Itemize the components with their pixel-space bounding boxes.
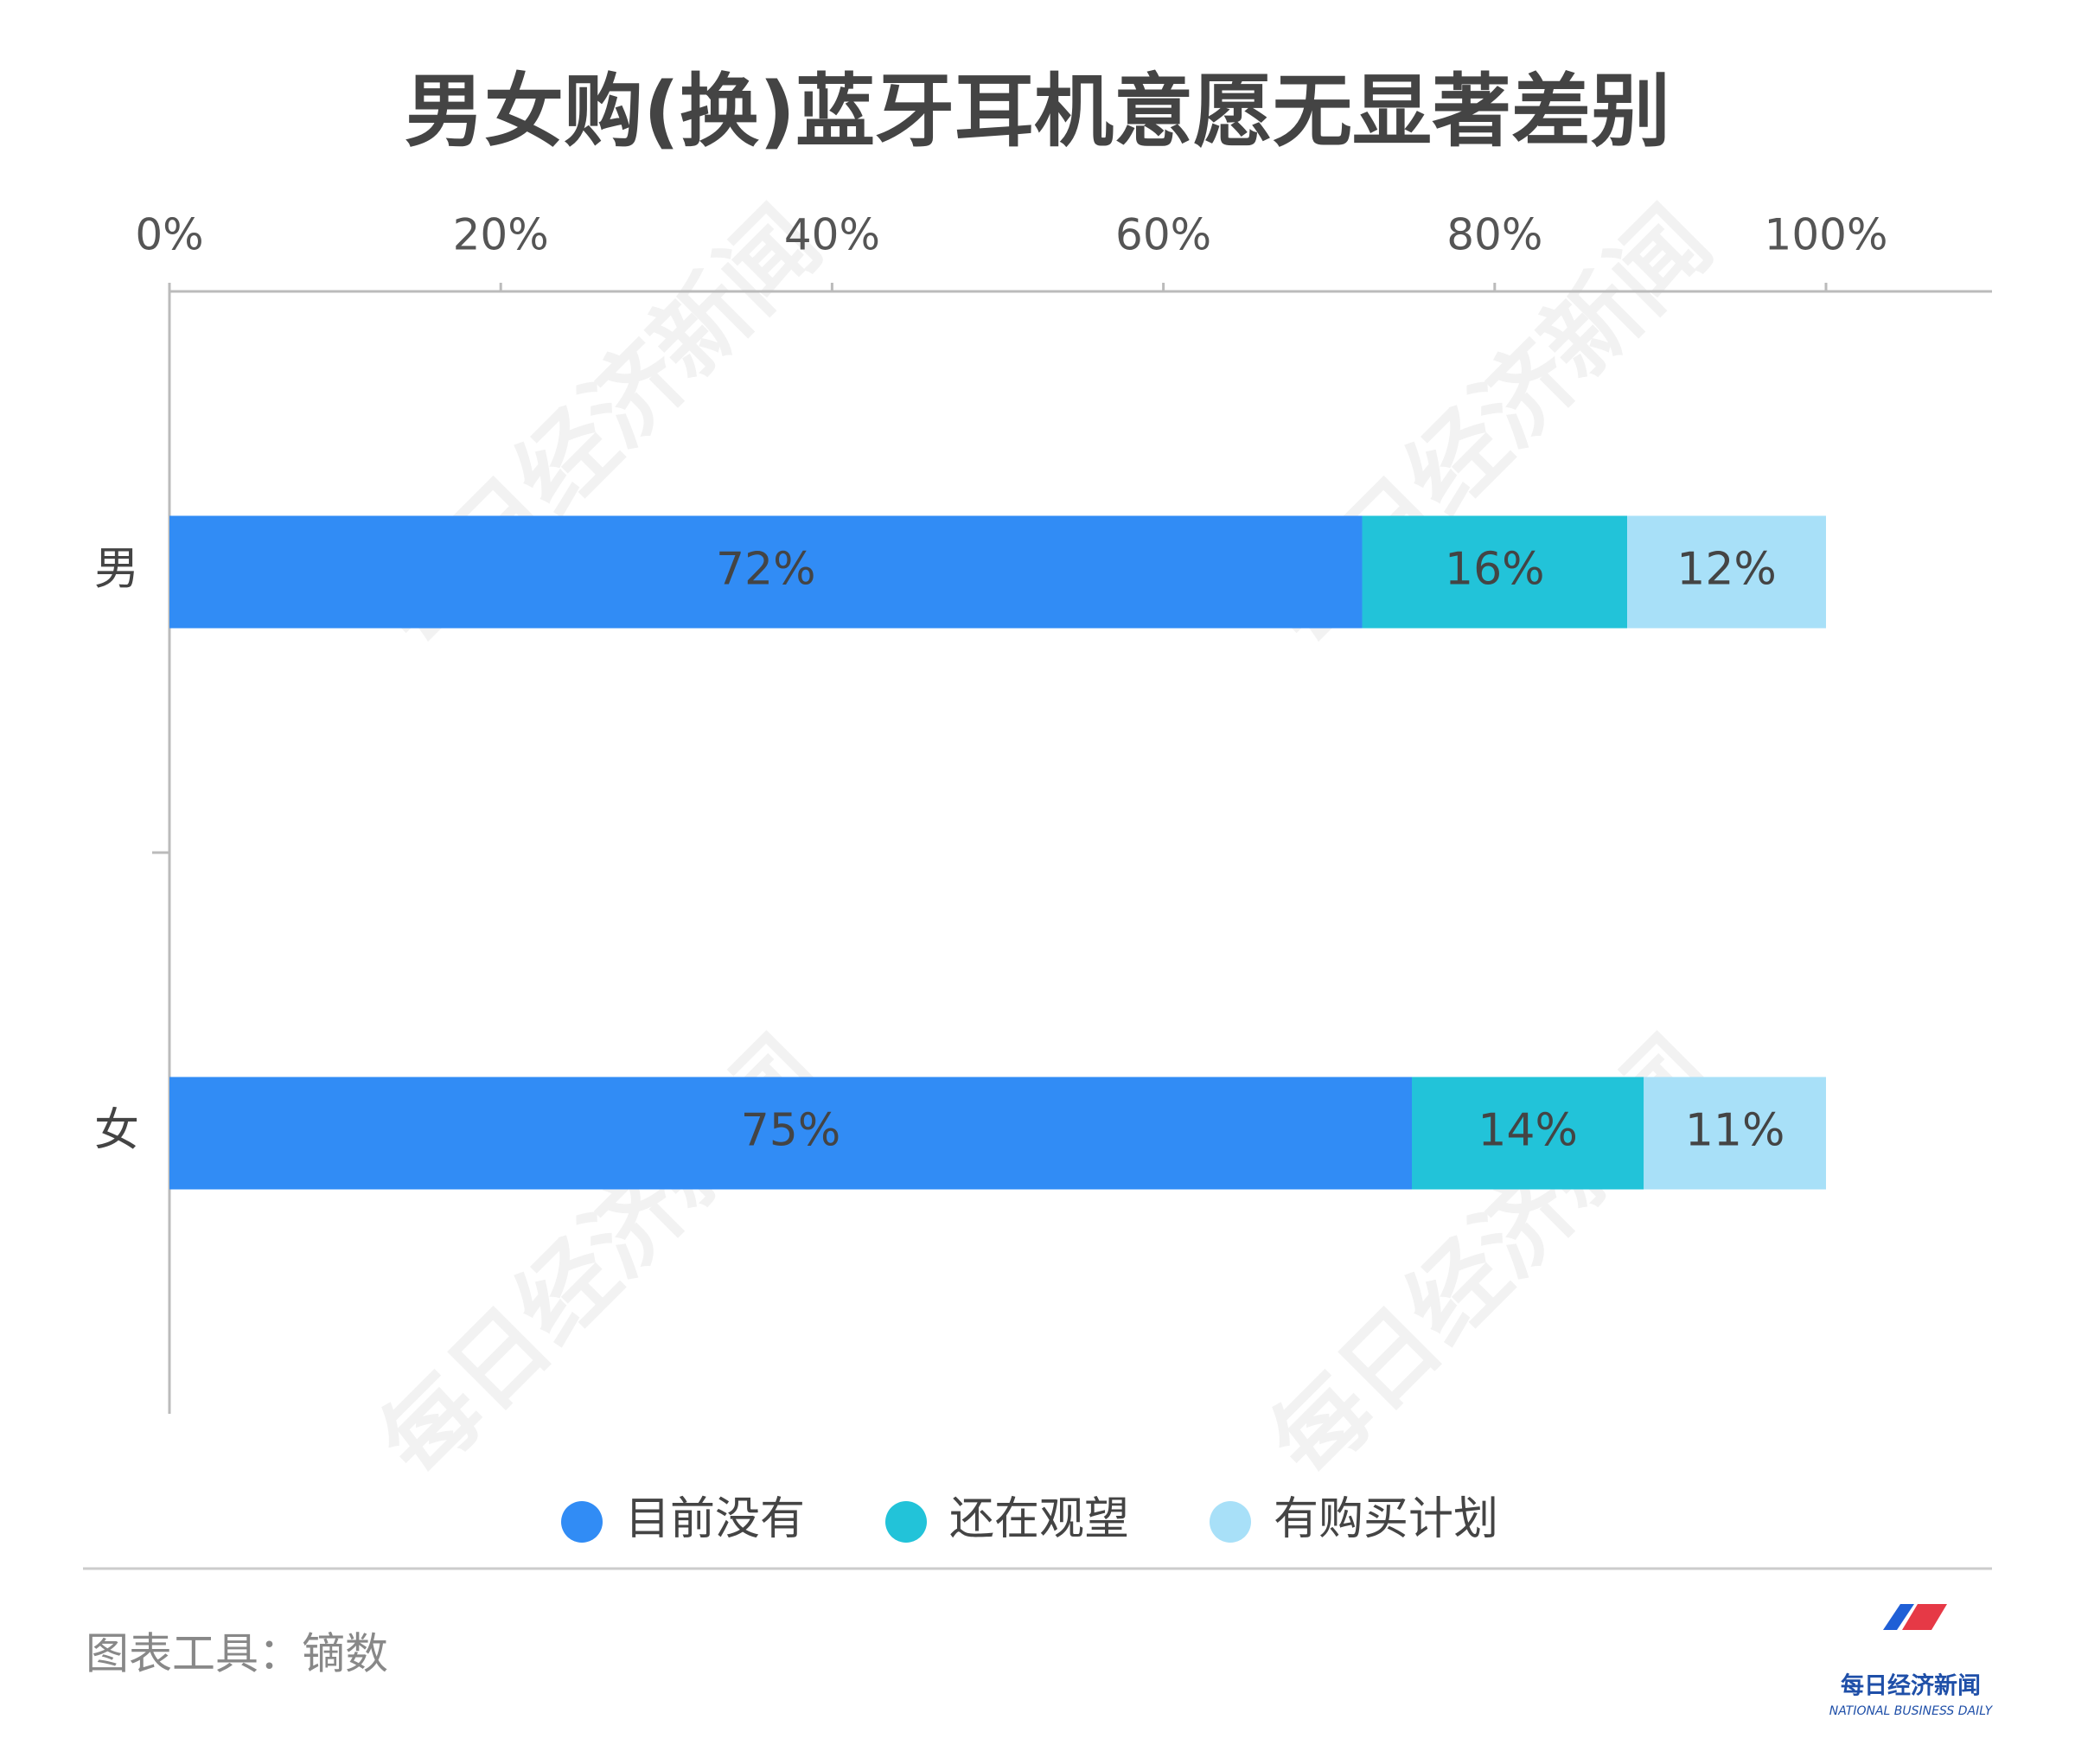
x-tick-label: 40%: [784, 210, 880, 260]
legend-label: 目前没有: [625, 1493, 805, 1545]
x-tick-label: 80%: [1446, 210, 1542, 260]
x-tick-label: 0%: [135, 210, 203, 260]
data-label: 12%: [1676, 544, 1777, 596]
legend-marker: [561, 1501, 603, 1543]
source-note: 图表工具：镝数: [86, 1629, 388, 1679]
legend-label: 还在观望: [949, 1493, 1129, 1545]
bar-segment: [1627, 515, 1826, 629]
data-label: 11%: [1685, 1105, 1785, 1157]
bar-segment: [1412, 1077, 1644, 1190]
bar-segment: [169, 515, 1363, 629]
logo-english: NATIONAL BUSINESS DAILY: [1829, 1704, 1994, 1718]
y-tick-label: 女: [94, 1105, 139, 1157]
bar-segment: [169, 1077, 1412, 1190]
y-tick-label: 男: [94, 544, 139, 596]
data-label: 16%: [1445, 544, 1545, 596]
logo-mark: [1902, 1604, 1947, 1630]
x-tick-label: 100%: [1765, 210, 1888, 260]
legend-marker: [1210, 1501, 1251, 1543]
x-tick-label: 20%: [453, 210, 549, 260]
chart-title: 男女购(换)蓝牙耳机意愿无显著差别: [405, 65, 1670, 157]
legend-marker: [885, 1501, 927, 1543]
x-tick-label: 60%: [1115, 210, 1211, 260]
bar-segment: [1362, 515, 1628, 629]
data-label: 72%: [716, 544, 816, 596]
data-label: 14%: [1478, 1105, 1578, 1157]
data-label: 75%: [741, 1105, 841, 1157]
legend-label: 有购买计划: [1274, 1493, 1498, 1545]
logo-mark: [1883, 1604, 1914, 1630]
bar-segment: [1644, 1077, 1826, 1190]
logo-name: 每日经济新闻: [1841, 1672, 1981, 1700]
logo: 每日经济新闻 NATIONAL BUSINESS DAILY: [1829, 1604, 1994, 1718]
